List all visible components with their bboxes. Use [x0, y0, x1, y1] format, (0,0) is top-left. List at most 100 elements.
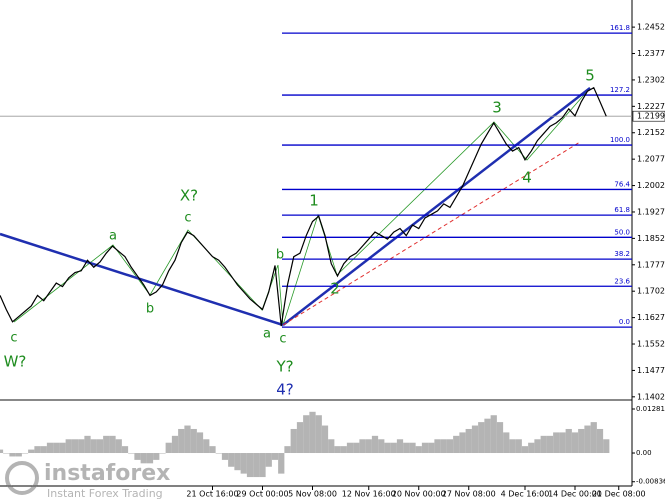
- fib-label: 127.2: [610, 86, 630, 94]
- histogram-bar: [359, 439, 366, 454]
- histogram-bar: [28, 449, 35, 454]
- fib-label: 100.0: [610, 136, 630, 144]
- histogram-bar: [546, 435, 554, 454]
- histogram-bar: [134, 453, 141, 460]
- histogram-bar: [603, 439, 610, 454]
- histogram-bar: [3, 453, 10, 454]
- histogram-bar: [184, 425, 191, 454]
- histogram-bar: [46, 442, 54, 454]
- histogram-bar: [496, 422, 504, 454]
- histogram-bar: [159, 453, 166, 454]
- histogram-bar: [384, 442, 391, 454]
- histogram-bar: [234, 453, 241, 471]
- brand-name: instaforex: [44, 461, 170, 486]
- wave-label: 2: [330, 280, 340, 298]
- histogram-bar: [59, 442, 66, 454]
- histogram-bar: [253, 453, 260, 478]
- y-tick-label: -0.00836: [636, 478, 665, 486]
- histogram-bar: [309, 411, 316, 454]
- wave-label: 3: [492, 99, 502, 117]
- histogram-bar: [246, 453, 254, 478]
- y-tick-label: 1.2002: [637, 181, 665, 190]
- y-tick-label: 1.1402: [637, 392, 665, 401]
- histogram-bar: [78, 439, 85, 454]
- histogram-bar: [446, 439, 454, 454]
- histogram-bar: [453, 435, 460, 454]
- y-tick-label: 1.1627: [637, 313, 665, 322]
- watermark: instaforex Instant Forex Trading: [5, 461, 170, 500]
- fib-label: 38.2: [614, 250, 630, 258]
- histogram-bar: [353, 442, 360, 454]
- x-tick-label: 21 Oct 16:00: [186, 490, 238, 499]
- histogram-bar: [365, 439, 372, 454]
- histogram-bar: [303, 415, 310, 454]
- histogram-bar: [140, 453, 147, 464]
- histogram-bar: [503, 432, 510, 454]
- histogram-bar: [490, 415, 497, 454]
- histogram-bar: [65, 439, 72, 454]
- histogram-bar: [146, 453, 154, 464]
- histogram-bar: [84, 435, 91, 454]
- histogram-bar: [328, 439, 335, 454]
- histogram-bar: [109, 435, 116, 454]
- histogram-bar: [371, 435, 379, 454]
- histogram-bar: [221, 453, 229, 460]
- y-tick-label: 1.2377: [637, 49, 665, 58]
- histogram-bar: [340, 446, 347, 454]
- wave-label: c: [184, 211, 191, 226]
- histogram-bar: [209, 446, 216, 454]
- wave-lines: [13, 87, 591, 326]
- histogram-bar: [528, 442, 535, 454]
- y-tick-label: 1.1852: [637, 234, 665, 243]
- last-price-label: 1.2199: [637, 112, 665, 121]
- histogram-bar: [21, 453, 29, 454]
- histogram-bar: [284, 446, 291, 454]
- histogram-bar: [553, 432, 560, 454]
- histogram-bar: [315, 415, 322, 454]
- wave-label: c: [279, 332, 286, 347]
- histogram-bar: [596, 428, 604, 454]
- histogram-bar: [296, 422, 304, 454]
- x-tick-label: 12 Nov 16:00: [342, 490, 396, 499]
- wave-label: 4: [522, 169, 532, 187]
- histogram-bar: [190, 428, 197, 454]
- histogram-bar: [509, 439, 516, 454]
- histogram-bar: [565, 428, 572, 454]
- fib-label: 23.6: [614, 277, 630, 285]
- y-tick-label: 1.1702: [637, 287, 665, 296]
- wave-label: 4?: [276, 381, 294, 399]
- wave-label: 1: [309, 192, 319, 210]
- wave-line: [13, 229, 284, 326]
- x-tick-label: 4 Dec 16:00: [501, 490, 550, 499]
- histogram-bar: [459, 432, 466, 454]
- histogram-bar: [415, 446, 422, 454]
- trend-line: [282, 87, 591, 326]
- histogram-bar: [465, 428, 472, 454]
- histogram-bar: [115, 439, 122, 454]
- wave-label: a: [263, 327, 271, 342]
- y-tick-label: 1.2302: [637, 75, 665, 84]
- x-tick-label: 5 Nov 08:00: [288, 490, 337, 499]
- brand-tagline: Instant Forex Trading: [47, 487, 163, 500]
- histogram-bar: [259, 453, 266, 478]
- histogram-bar: [584, 425, 591, 454]
- histogram-bar: [521, 446, 529, 454]
- wave-label: b: [276, 248, 284, 263]
- histogram-bar: [346, 442, 354, 454]
- x-tick-label: 21 Dec 08:00: [592, 490, 646, 499]
- histogram-bar: [484, 418, 491, 454]
- histogram-bar: [71, 439, 79, 454]
- histogram-bar: [409, 442, 416, 454]
- histogram-bar: [196, 432, 204, 454]
- wave-label: Y?: [275, 358, 293, 376]
- wave-label: a: [109, 229, 117, 244]
- y-tick-label: 1.1477: [637, 366, 665, 375]
- histogram-bar: [165, 442, 172, 454]
- fib-label: 161.8: [610, 24, 630, 32]
- histogram-bar: [153, 453, 160, 460]
- histogram-bar: [240, 453, 247, 474]
- histogram-bar: [334, 446, 341, 454]
- price-line: [0, 86, 607, 327]
